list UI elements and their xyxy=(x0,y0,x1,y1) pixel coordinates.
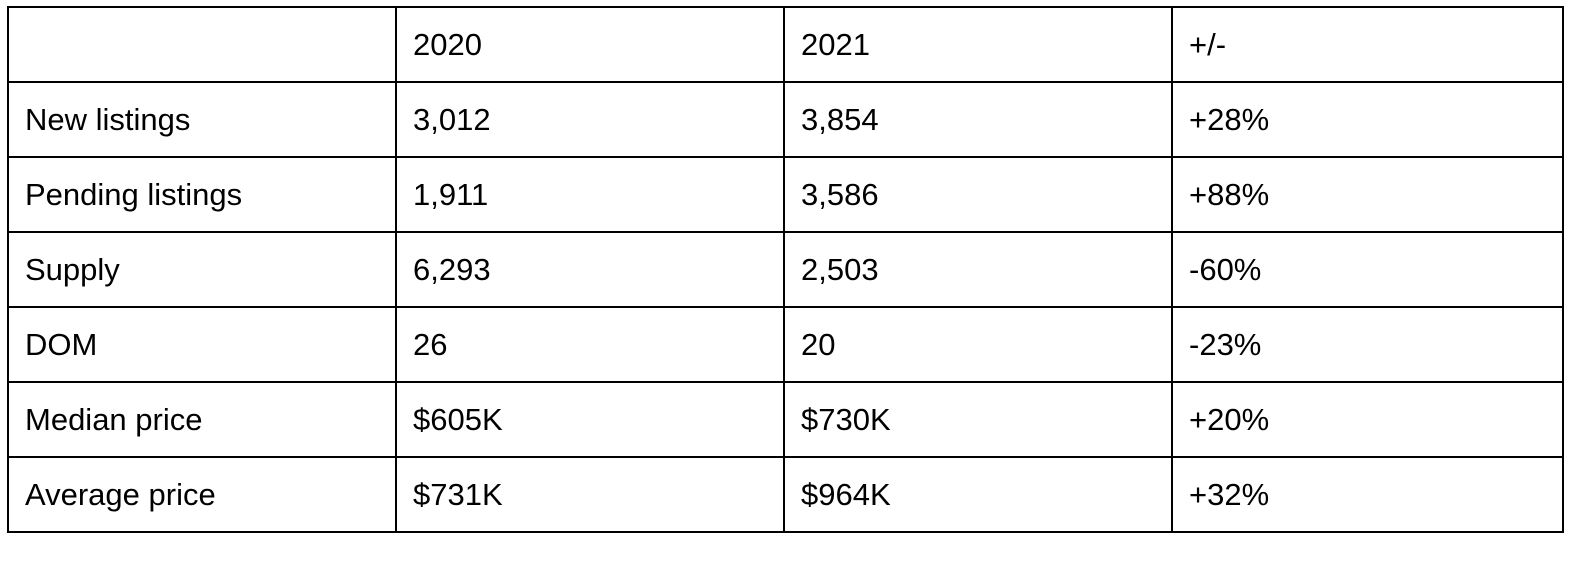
row-label-cell: New listings xyxy=(7,81,397,158)
value-cell-2020: $605K xyxy=(395,381,785,458)
value-cell-2021: 3,854 xyxy=(783,81,1173,158)
value-cell-2021: 20 xyxy=(783,306,1173,383)
table-row: Average price $731K $964K +32% xyxy=(7,456,1564,533)
table-row: New listings 3,012 3,854 +28% xyxy=(7,81,1564,158)
table-row: Supply 6,293 2,503 -60% xyxy=(7,231,1564,308)
row-label-cell: DOM xyxy=(7,306,397,383)
change-cell: +28% xyxy=(1171,81,1564,158)
table-row: Median price $605K $730K +20% xyxy=(7,381,1564,458)
table-row: DOM 26 20 -23% xyxy=(7,306,1564,383)
row-label-cell: Median price xyxy=(7,381,397,458)
change-cell: -60% xyxy=(1171,231,1564,308)
table-row: Pending listings 1,911 3,586 +88% xyxy=(7,156,1564,233)
value-cell-2020: 1,911 xyxy=(395,156,785,233)
change-cell: -23% xyxy=(1171,306,1564,383)
header-cell-empty xyxy=(7,6,397,83)
change-cell: +20% xyxy=(1171,381,1564,458)
header-cell-change: +/- xyxy=(1171,6,1564,83)
change-cell: +32% xyxy=(1171,456,1564,533)
listings-comparison-table: 2020 2021 +/- New listings 3,012 3,854 +… xyxy=(7,6,1564,533)
value-cell-2020: 3,012 xyxy=(395,81,785,158)
value-cell-2021: $964K xyxy=(783,456,1173,533)
row-label-cell: Supply xyxy=(7,231,397,308)
value-cell-2020: 26 xyxy=(395,306,785,383)
value-cell-2020: 6,293 xyxy=(395,231,785,308)
value-cell-2020: $731K xyxy=(395,456,785,533)
change-cell: +88% xyxy=(1171,156,1564,233)
value-cell-2021: $730K xyxy=(783,381,1173,458)
value-cell-2021: 3,586 xyxy=(783,156,1173,233)
value-cell-2021: 2,503 xyxy=(783,231,1173,308)
row-label-cell: Average price xyxy=(7,456,397,533)
header-cell-2021: 2021 xyxy=(783,6,1173,83)
header-cell-2020: 2020 xyxy=(395,6,785,83)
row-label-cell: Pending listings xyxy=(7,156,397,233)
header-row: 2020 2021 +/- xyxy=(7,6,1564,83)
